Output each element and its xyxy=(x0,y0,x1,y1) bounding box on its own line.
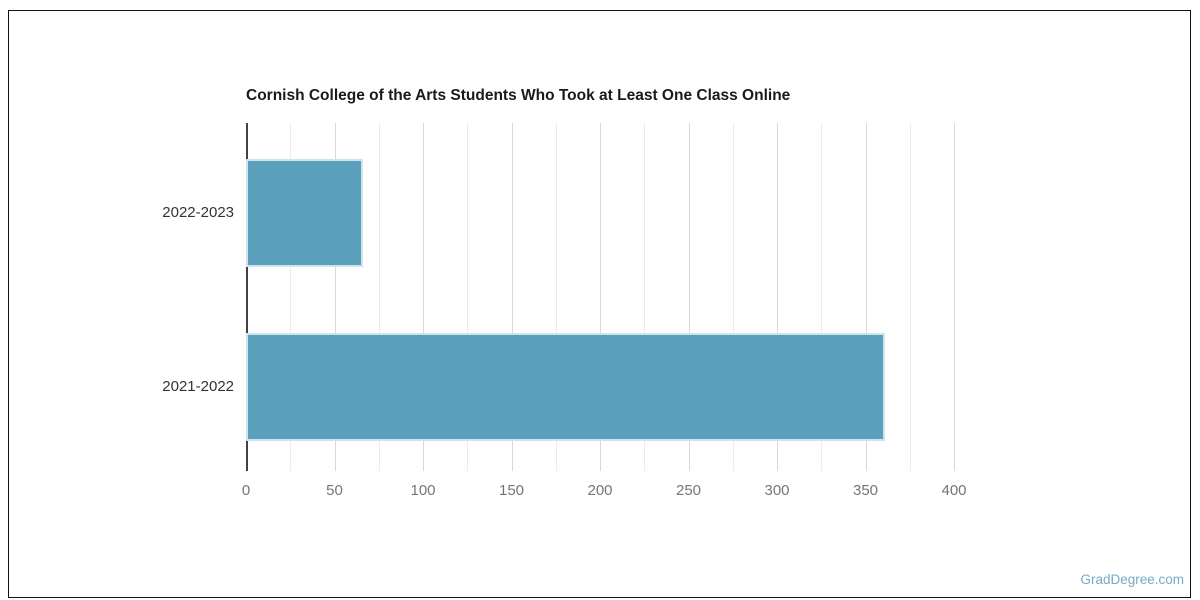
x-gridline-400 xyxy=(954,123,955,471)
chart-frame: Cornish College of the Arts Students Who… xyxy=(8,10,1191,598)
x-tick-label-400: 400 xyxy=(941,482,967,499)
chart-title: Cornish College of the Arts Students Who… xyxy=(246,87,791,104)
x-gridline-350 xyxy=(865,123,867,471)
x-tick-label-100: 100 xyxy=(410,482,436,499)
axis-baseline xyxy=(246,123,248,471)
bar-2021-2022 xyxy=(246,333,885,441)
x-tick-label-200: 200 xyxy=(587,482,613,499)
x-gridline-125 xyxy=(467,123,469,471)
x-gridline-25 xyxy=(290,123,292,471)
x-gridline-175 xyxy=(555,123,557,471)
x-gridline-225 xyxy=(644,123,646,471)
category-label-2022-2023: 2022-2023 xyxy=(162,204,234,221)
category-label-2021-2022: 2021-2022 xyxy=(162,378,234,395)
x-gridline-325 xyxy=(821,123,823,471)
x-tick-label-50: 50 xyxy=(326,482,343,499)
x-gridline-300 xyxy=(777,123,778,471)
x-tick-label-0: 0 xyxy=(241,482,251,499)
x-gridline-200 xyxy=(600,123,601,471)
x-tick-label-250: 250 xyxy=(675,482,702,499)
x-tick-label-350: 350 xyxy=(852,482,879,499)
x-gridline-100 xyxy=(423,123,424,471)
plot-area xyxy=(246,123,955,471)
x-gridline-75 xyxy=(378,123,380,471)
x-gridline-375 xyxy=(909,123,911,471)
x-tick-label-300: 300 xyxy=(764,482,790,499)
x-tick-label-150: 150 xyxy=(498,482,525,499)
x-gridline-50 xyxy=(334,123,336,471)
x-gridline-250 xyxy=(688,123,690,471)
watermark-link[interactable]: GradDegree.com xyxy=(1080,572,1184,587)
x-gridline-275 xyxy=(732,123,734,471)
x-gridline-150 xyxy=(511,123,513,471)
bar-2022-2023 xyxy=(246,159,363,267)
